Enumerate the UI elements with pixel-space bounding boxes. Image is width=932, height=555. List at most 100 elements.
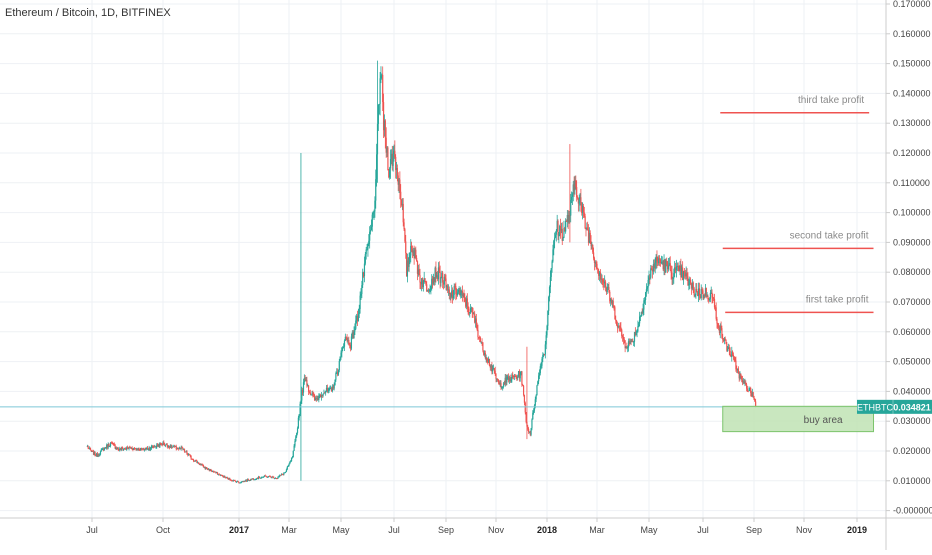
candle-body (653, 264, 655, 269)
candle-body (483, 353, 486, 355)
candle-body (296, 432, 298, 437)
candle-body (251, 478, 254, 480)
candle-body (160, 443, 163, 445)
candle-body (222, 475, 224, 478)
candle-body (733, 356, 735, 359)
candle-body (361, 285, 363, 294)
candle-body (157, 444, 159, 447)
candle-body (309, 392, 311, 395)
candle-body (290, 461, 292, 463)
candle-body (447, 289, 450, 291)
candle-body (136, 448, 139, 451)
candle-body (91, 451, 93, 453)
candle-body (589, 232, 591, 242)
candle-body (215, 471, 217, 474)
candle-body (320, 395, 322, 398)
candle-body (170, 444, 172, 448)
candle-body (425, 281, 427, 285)
candle-body (124, 448, 126, 450)
candle-body (193, 461, 195, 462)
candle-body (539, 366, 541, 374)
candle-body (694, 295, 696, 296)
candle-body (278, 476, 280, 478)
candle-body (606, 287, 608, 292)
candle-body (604, 281, 607, 288)
candle-body (409, 255, 411, 258)
candle-body (559, 226, 562, 231)
candle-body (110, 442, 112, 444)
candle-body (654, 262, 656, 269)
candle-body (207, 468, 209, 470)
candle-body (657, 261, 659, 264)
candle-body (707, 296, 709, 300)
candle-body (173, 445, 175, 447)
candle-body (543, 354, 546, 355)
y-tick-label: -0.000000 (893, 506, 932, 516)
candle-body (704, 287, 707, 296)
candle-body (463, 293, 465, 298)
candle-body (442, 272, 444, 283)
candle-body (604, 281, 606, 284)
candle-body (396, 168, 398, 176)
candle-body (590, 241, 592, 246)
y-tick-label: 0.140000 (893, 88, 931, 98)
x-tick-label: Jul (388, 525, 400, 535)
candle-body (731, 351, 733, 357)
candle-body (611, 300, 613, 304)
candle-body (129, 447, 132, 449)
take-profit-label: third take profit (798, 95, 864, 106)
candle-body (206, 467, 208, 469)
candle-body (413, 250, 415, 259)
candle-body (133, 448, 136, 449)
candle-body (397, 175, 399, 185)
candle-body (466, 298, 468, 307)
candle-body (257, 478, 259, 479)
x-tick-label: 2017 (229, 525, 249, 535)
candle-body (621, 329, 623, 337)
candle-body (346, 337, 348, 341)
candle-body (121, 447, 123, 449)
candle-body (151, 446, 153, 447)
candle-body (369, 229, 372, 232)
candle-body (325, 391, 327, 393)
candle-body (363, 263, 366, 277)
candle-body (688, 284, 690, 286)
y-tick-label: 0.010000 (893, 476, 931, 486)
candle-body (485, 357, 487, 359)
candle-body (667, 265, 670, 270)
candle-body (530, 428, 532, 435)
candle-body (556, 220, 558, 231)
buy-area-zone[interactable] (722, 405, 875, 433)
candle-body (153, 447, 155, 448)
candle-body (340, 352, 342, 357)
candle-body (311, 393, 313, 395)
candle-body (554, 234, 557, 238)
candle-body (437, 267, 440, 280)
candle-body (109, 442, 112, 447)
candle-body (366, 249, 368, 251)
y-tick-label: 0.130000 (893, 118, 931, 128)
y-tick-label: 0.100000 (893, 208, 931, 218)
candle-body (319, 395, 321, 396)
candle-body (500, 383, 502, 388)
candle-body (192, 459, 194, 461)
candle-body (113, 444, 115, 446)
candle-body (147, 449, 149, 451)
candle-body (388, 170, 390, 178)
candle-body (126, 447, 129, 449)
candle-body (213, 471, 215, 473)
candle-body (560, 228, 563, 231)
candle-body (570, 196, 573, 200)
candle-body (168, 446, 170, 448)
candle-body (438, 267, 440, 272)
candle-body (646, 287, 648, 290)
candle-body (195, 460, 197, 462)
candle-body (720, 325, 722, 329)
candle-body (708, 299, 711, 300)
candle-body (271, 476, 273, 478)
candle-body (296, 428, 299, 433)
candle-body (349, 344, 351, 346)
candle-body (435, 267, 437, 278)
candle-body (692, 282, 694, 289)
